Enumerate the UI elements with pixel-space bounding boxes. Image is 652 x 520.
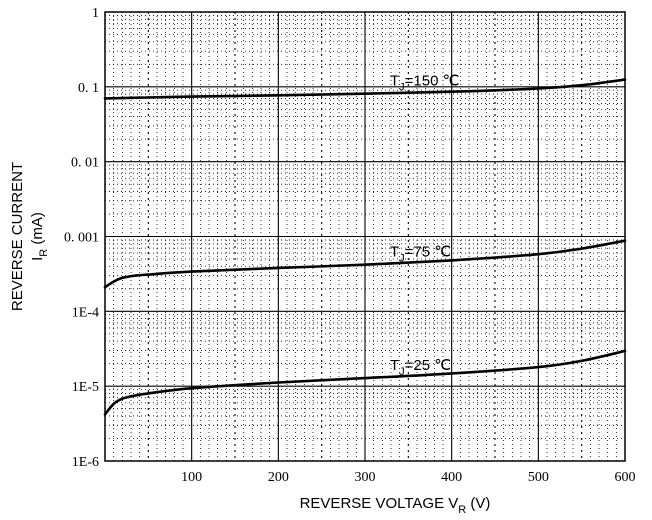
series-label-2: TJ=25 ℃ bbox=[390, 357, 451, 378]
series-label-0: TJ=150 ℃ bbox=[390, 73, 459, 94]
curves bbox=[103, 78, 627, 416]
y-tick-label: 0. 01 bbox=[71, 156, 99, 171]
x-tick-label: 500 bbox=[528, 470, 549, 485]
y-tick-label: 1E-5 bbox=[72, 380, 99, 395]
x-tick-label: 600 bbox=[615, 470, 636, 485]
labels: 100 200 300 400 500 600 1 0. 1 0. 01 0. 001 1E-4 1E… bbox=[9, 6, 636, 516]
y-tick-label: 1E-6 bbox=[72, 455, 99, 470]
x-tick-label: 400 bbox=[441, 470, 462, 485]
y-tick-label: 1E-4 bbox=[72, 305, 99, 320]
x-tick-label: 200 bbox=[268, 470, 289, 485]
x-tick-label: 300 bbox=[355, 470, 376, 485]
x-tick-label: 100 bbox=[181, 470, 202, 485]
plot-frame bbox=[104, 11, 626, 462]
x-axis-title: REVERSE VOLTAGE VR (V) bbox=[300, 495, 491, 516]
y-tick-label: 0. 1 bbox=[78, 81, 99, 96]
y-axis-title-line2: IR (mA) bbox=[29, 212, 50, 261]
y-tick-label: 1 bbox=[92, 6, 99, 21]
y-axis-title-line1: REVERSE CURRENT bbox=[9, 162, 26, 311]
series-line-2 bbox=[103, 349, 627, 416]
grid bbox=[105, 11, 625, 462]
y-tick-label: 0. 001 bbox=[64, 231, 99, 246]
series-line-0 bbox=[103, 78, 627, 100]
series-label-1: TJ=75 ℃ bbox=[390, 244, 451, 265]
series-line-1 bbox=[103, 239, 627, 289]
